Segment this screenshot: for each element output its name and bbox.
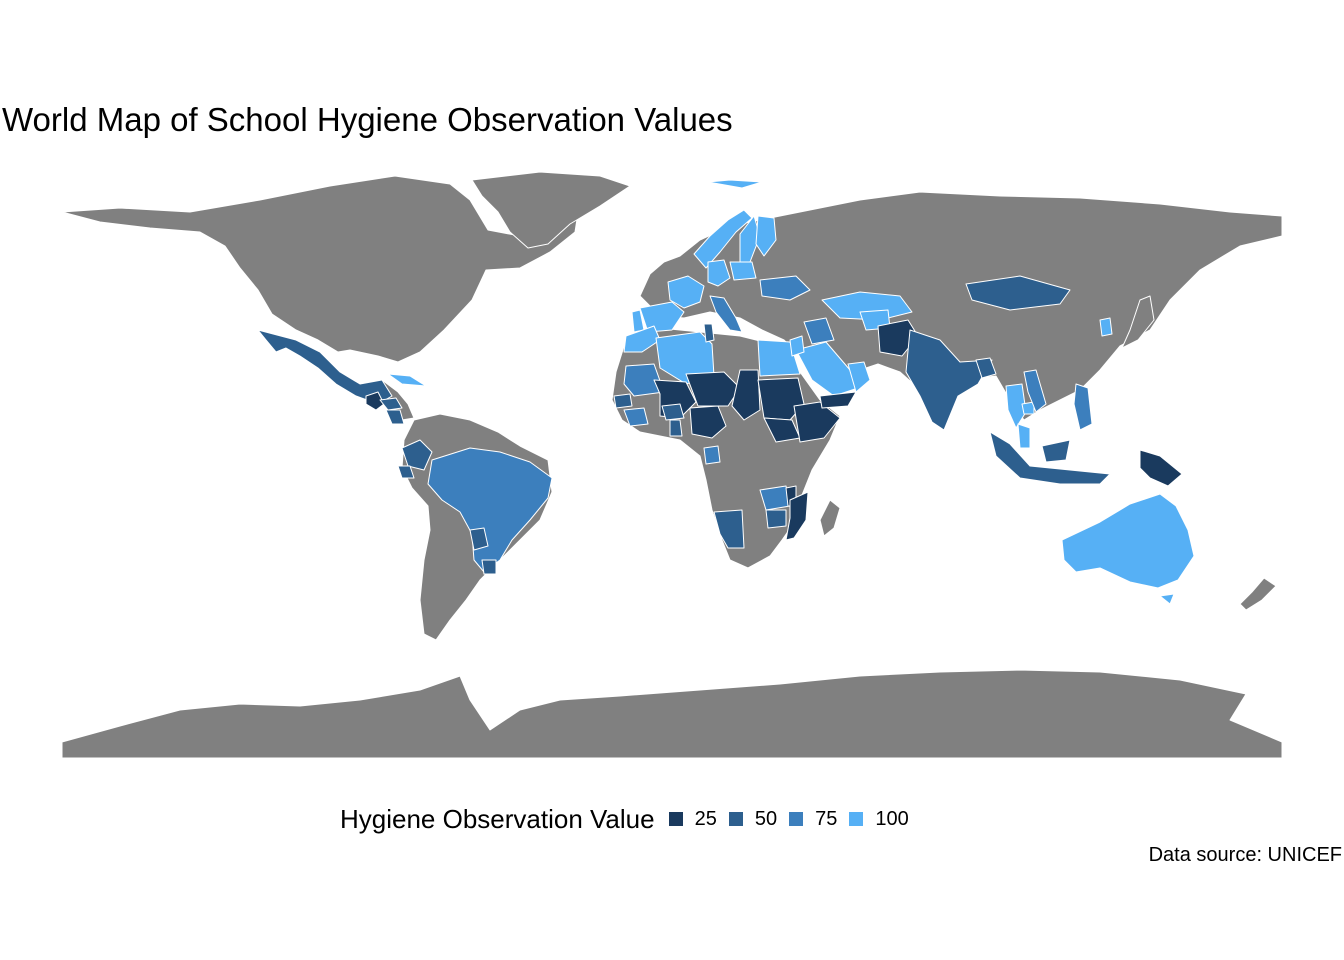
region-ghana [669, 419, 683, 437]
region-colombia [401, 439, 433, 471]
data-source-caption: Data source: UNICEF [1148, 844, 1342, 866]
region-mauritania [623, 363, 665, 397]
region-australia [1061, 493, 1195, 605]
region-morocco [623, 325, 661, 353]
region-iceland [707, 179, 763, 189]
legend-label: 100 [875, 807, 909, 830]
region-gabon [703, 445, 721, 465]
region-sweden [739, 215, 761, 263]
legend-label: 25 [694, 807, 717, 830]
region-spain [639, 301, 685, 333]
region-namibia [713, 509, 745, 549]
region-mozambique [785, 491, 809, 541]
region-papua-new-guinea [1139, 449, 1183, 487]
region-cuba [387, 373, 427, 387]
region-kazakhstan [821, 291, 913, 321]
map-title: World Map of School Hygiene Observation … [2, 101, 733, 138]
region-ethiopia [793, 401, 841, 443]
region-finland [755, 215, 777, 257]
region-poland [729, 261, 757, 281]
region-vietnam [1023, 369, 1047, 413]
region-paraguay [469, 527, 489, 551]
region-bangladesh [975, 357, 997, 379]
region-nigeria [689, 405, 727, 439]
legend-label: 50 [754, 807, 778, 830]
region-north-america [61, 175, 581, 363]
legend-swatch [668, 812, 683, 826]
region-guinea [623, 407, 649, 427]
region-honduras [379, 397, 403, 411]
legend-title: Hygiene Observation Value [340, 803, 655, 834]
region-france [667, 275, 705, 309]
region-yemen [819, 391, 857, 409]
region-thailand [1005, 383, 1027, 429]
region-nicaragua [385, 409, 405, 425]
legend-swatch [789, 812, 804, 826]
region-guatemala [365, 391, 385, 411]
region-indonesia [989, 431, 1111, 485]
region-south-korea [1099, 317, 1113, 337]
region-cambodia [1021, 401, 1035, 415]
region-zimbabwe [765, 509, 787, 529]
region-antarctica [61, 669, 1283, 759]
region-senegal [613, 393, 633, 409]
region-chad [731, 369, 761, 421]
region-zambia [759, 485, 791, 511]
region-madagascar [819, 499, 841, 537]
legend: Hygiene Observation Value 25 50 75 100 [340, 800, 921, 838]
legend-item-25: 25 [668, 807, 717, 831]
region-oman [847, 361, 871, 393]
region-new-zealand [1239, 577, 1277, 611]
region-malaysia [1017, 423, 1031, 449]
legend-label: 75 [815, 807, 838, 830]
region-italy [709, 295, 743, 333]
legend-item-75: 75 [789, 808, 837, 831]
region-iraq [803, 317, 835, 345]
region-ecuador [397, 465, 415, 479]
region-uruguay [481, 559, 497, 575]
data-regions [257, 179, 1195, 605]
region-egypt [757, 339, 801, 377]
legend-item-50: 50 [728, 807, 778, 831]
region-germany [707, 259, 731, 287]
region-brazil [427, 447, 553, 573]
region-philippines [1073, 383, 1093, 431]
region-japan [1121, 295, 1155, 349]
region-jordan [789, 335, 805, 357]
region-greenland [471, 171, 631, 249]
no-data-land [61, 171, 1283, 759]
region-india [905, 329, 993, 431]
legend-item-100: 100 [849, 807, 909, 831]
region-burkina-faso [661, 403, 685, 421]
region-tunisia [703, 323, 715, 343]
legend-swatch [849, 812, 864, 826]
region-ukraine [759, 275, 811, 301]
region-mongolia [965, 275, 1071, 311]
legend-swatch [728, 812, 743, 826]
